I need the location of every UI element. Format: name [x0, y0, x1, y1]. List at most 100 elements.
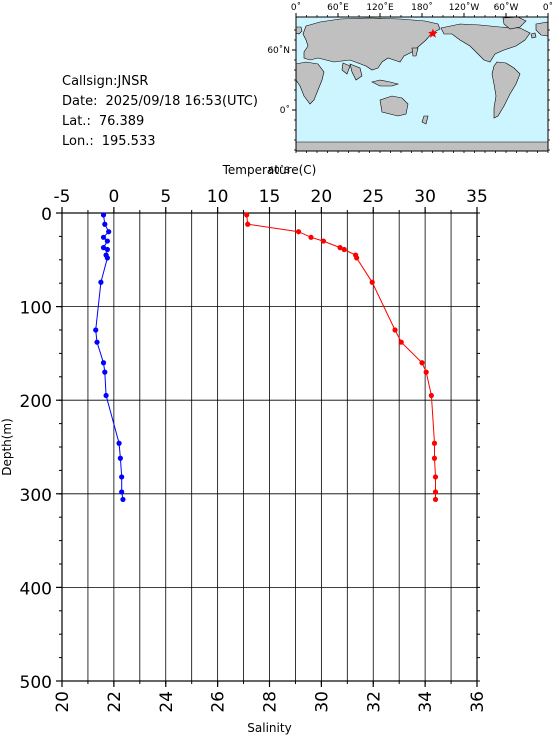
salinity-data-point	[100, 212, 107, 218]
bottom-tick-label: 22	[105, 691, 125, 713]
temperature-data-point	[320, 238, 327, 244]
bottom-tick-label: 32	[364, 691, 384, 713]
salinity-data-point	[116, 440, 122, 446]
temperature-data-point	[419, 360, 425, 366]
y-tick-label: 300	[20, 486, 52, 506]
salinity-data-point	[93, 327, 99, 333]
y-tick-label: 200	[20, 392, 52, 412]
land-mass	[535, 21, 549, 37]
temperature-data-point	[432, 489, 439, 495]
callsign-value: JNSR	[117, 74, 149, 89]
salinity-data-point	[100, 360, 107, 366]
temperature-data-point	[337, 245, 343, 251]
map-top-tick-label: 0˚	[543, 2, 553, 13]
land-mass	[491, 61, 521, 119]
map-top-tick-label: 60˚W	[494, 2, 519, 13]
temperature-data-point	[308, 234, 314, 240]
temperature-data-point	[398, 339, 404, 345]
date-line: Date: 2025/09/18 16:53(UTC)	[62, 92, 258, 112]
bottom-tick-label: 26	[209, 691, 229, 713]
temperature-data-point	[244, 212, 250, 218]
y-tick-label: 400	[20, 579, 52, 599]
top-tick-label: 15	[259, 187, 281, 207]
temperature-data-point	[432, 496, 439, 503]
salinity-data-point	[102, 369, 108, 375]
salinity-data-point	[94, 339, 100, 345]
callsign-line: Callsign:JNSR	[62, 72, 148, 92]
salinity-data-point	[100, 245, 107, 251]
top-tick-label: 5	[160, 187, 171, 207]
land-mass	[379, 95, 409, 117]
y-tick-label: 100	[20, 299, 52, 319]
temperature-data-point	[341, 246, 347, 253]
lat-label: Lat.:	[62, 114, 91, 129]
salinity-data-point	[100, 234, 107, 240]
land-mass	[440, 23, 531, 63]
temperature-data-point	[432, 474, 439, 480]
map-top-tick-label: 120˚W	[449, 2, 480, 13]
world-map: 0˚ 60˚E 120˚E 180˚ 120˚W 60˚W 0˚ 60˚N 0˚ 60˚S	[267, 2, 553, 176]
lon-value: 195.533	[101, 134, 156, 149]
temperature-data-point	[423, 369, 429, 375]
temperature-data-point	[392, 327, 398, 333]
date-value: 2025/09/18 16:53(UTC)	[105, 94, 258, 109]
y-tick-label: 500	[20, 673, 52, 693]
land-mass	[530, 32, 537, 39]
top-tick-label: 30	[414, 187, 436, 207]
top-axis-label: Temperature(C)	[222, 163, 317, 177]
temperature-data-point	[431, 440, 438, 446]
top-tick-label: 25	[362, 187, 384, 207]
temperature-data-point	[431, 455, 438, 461]
temperature-data-point	[354, 255, 360, 261]
temperature-data-point	[369, 279, 375, 285]
map-left-tick-label: 60˚N	[267, 45, 290, 56]
temperature-data-point	[428, 392, 434, 399]
land-mass	[349, 63, 363, 81]
land-mass	[341, 62, 351, 75]
top-tick-label: 10	[207, 187, 229, 207]
lon-label: Lon.:	[62, 134, 94, 149]
salinity-data-point	[104, 238, 110, 244]
land-mass	[295, 61, 325, 105]
map-top-tick-label: 60˚E	[327, 2, 349, 13]
top-tick-label: 0	[108, 187, 119, 207]
salinity-data-point	[119, 489, 125, 495]
bottom-tick-label: 36	[468, 691, 488, 713]
y-tick-label: 0	[41, 205, 52, 225]
temperature-data-point	[295, 229, 302, 235]
bottom-tick-label: 24	[157, 691, 177, 713]
top-tick-label: 20	[311, 187, 333, 207]
bottom-tick-label: 20	[53, 691, 73, 713]
map-top-tick-label: 120˚E	[366, 2, 394, 13]
salinity-data-point	[98, 279, 104, 285]
date-label: Date:	[62, 94, 98, 109]
salinity-data-point	[102, 221, 108, 227]
callsign-label: Callsign:	[62, 74, 118, 89]
bottom-tick-label: 34	[416, 691, 436, 713]
salinity-data-point	[104, 255, 110, 261]
salinity-data-point	[119, 474, 125, 480]
lon-line: Lon.: 195.533	[62, 132, 156, 152]
y-axis-label: Depth(m)	[0, 418, 14, 476]
lat-value: 76.389	[98, 114, 145, 129]
top-tick-label: 35	[466, 187, 488, 207]
land-mass	[302, 17, 441, 71]
salinity-data-point	[103, 392, 109, 399]
temperature-series-line	[246, 214, 436, 500]
bottom-tick-label: 28	[261, 691, 281, 713]
land-mass	[371, 79, 400, 87]
land-mass	[421, 115, 429, 125]
lat-line: Lat.: 76.389	[62, 112, 144, 132]
map-top-tick-label: 180˚	[411, 2, 433, 13]
map-left-tick-label: 0˚	[280, 105, 290, 116]
bottom-axis-label: Salinity	[247, 721, 291, 735]
map-top-tick-label: 0˚	[291, 2, 301, 13]
salinity-data-point	[104, 246, 110, 253]
top-tick-label: -5	[54, 187, 71, 207]
land-mass	[295, 141, 549, 152]
salinity-data-point	[106, 229, 112, 235]
station-star-icon	[428, 28, 438, 38]
salinity-data-point	[117, 455, 123, 461]
bottom-tick-label: 30	[312, 691, 332, 713]
